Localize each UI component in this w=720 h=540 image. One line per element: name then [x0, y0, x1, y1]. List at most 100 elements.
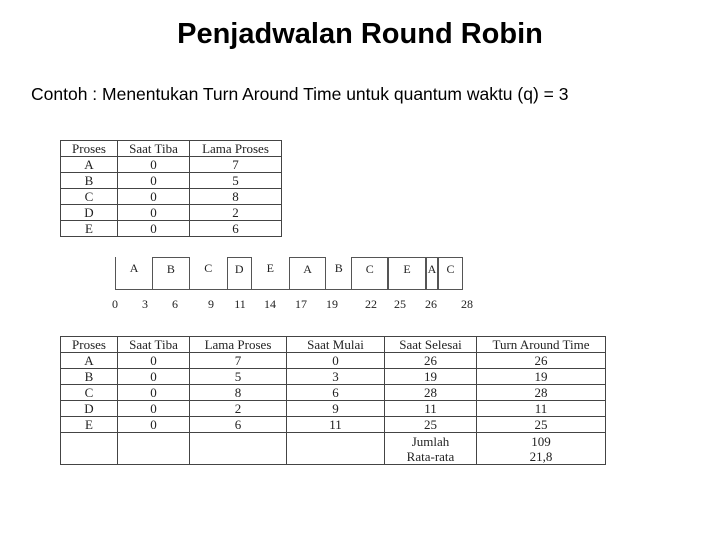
table-row: C 0 8 6 28 28 [60, 384, 606, 401]
table-cell: 0 [117, 384, 190, 401]
empty-cell [286, 432, 385, 465]
gantt-tick-label: 3 [142, 297, 148, 311]
empty-cell [60, 432, 118, 465]
gantt-tick-label: 11 [234, 297, 246, 311]
table-cell: 11 [384, 400, 477, 417]
table-cell: 0 [117, 400, 190, 417]
subtitle: Contoh : Menentukan Turn Around Time unt… [31, 84, 569, 104]
table-cell: 0 [117, 156, 190, 173]
table-cell: 2 [189, 400, 287, 417]
table-cell: 25 [476, 416, 606, 433]
header-cell: Lama Proses [189, 140, 282, 157]
header-cell: Saat Tiba [117, 140, 190, 157]
gantt-tick-label: 6 [172, 297, 178, 311]
table-cell: 6 [189, 416, 287, 433]
gantt-segment: E [388, 257, 426, 290]
table-cell: 0 [117, 352, 190, 369]
table-cell: 28 [476, 384, 606, 401]
table-cell: B [60, 368, 118, 385]
header-cell: Saat Mulai [286, 336, 385, 353]
gantt-tick-label: 0 [112, 297, 118, 311]
gantt-tick-label: 26 [425, 297, 437, 311]
process-table: Proses Saat Tiba Lama Proses A 0 7 B 0 5 C 0 8 D 0 2 E 0… [60, 140, 282, 237]
header-cell: Turn Around Time [476, 336, 606, 353]
table-header: Proses Saat Tiba Lama Proses [60, 140, 282, 157]
table-cell: 5 [189, 368, 287, 385]
gantt-segment: C [189, 257, 227, 290]
table-header: Proses Saat Tiba Lama Proses Saat Mulai Saat… [60, 336, 606, 353]
table-cell: 0 [117, 172, 190, 189]
summary-labels: Jumlah Rata-rata [384, 432, 477, 465]
turnaround-table: Proses Saat Tiba Lama Proses Saat Mulai Saat… [60, 336, 606, 465]
gantt-segment: B [326, 257, 352, 290]
table-row: D 0 2 9 11 11 [60, 400, 606, 417]
rata-value: 21,8 [529, 448, 553, 464]
table-cell: A [60, 156, 118, 173]
header-cell: Saat Tiba [117, 336, 190, 353]
table-cell: D [60, 204, 118, 221]
table-cell: 8 [189, 384, 287, 401]
gantt-segment: D [226, 257, 252, 290]
table-cell: 6 [189, 220, 282, 237]
gantt-tick-label: 17 [295, 297, 307, 311]
jumlah-label: Jumlah [411, 433, 450, 449]
jumlah-value: 109 [531, 433, 551, 449]
table-cell: 0 [117, 416, 190, 433]
table-cell: E [60, 416, 118, 433]
empty-cell [117, 432, 190, 465]
gantt-segment: C [438, 257, 463, 290]
gantt-tick-label: 25 [394, 297, 406, 311]
table-cell: 3 [286, 368, 385, 385]
table-cell: 6 [286, 384, 385, 401]
page-title: Penjadwalan Round Robin [177, 18, 543, 50]
gantt-segment: C [351, 257, 389, 290]
table-cell: 0 [117, 188, 190, 205]
rata-label: Rata-rata [406, 448, 455, 464]
table-row: B 0 5 3 19 19 [60, 368, 606, 385]
header-cell: Saat Selesai [384, 336, 477, 353]
table-row: A 0 7 0 26 26 [60, 352, 606, 369]
table-cell: C [60, 188, 118, 205]
header-cell: Proses [60, 336, 118, 353]
gantt-tick-label: 28 [461, 297, 473, 311]
empty-cell [189, 432, 287, 465]
table-cell: 0 [117, 220, 190, 237]
summary-values: 109 21,8 [476, 432, 606, 465]
table-cell: E [60, 220, 118, 237]
table-row: E 0 6 11 25 25 [60, 416, 606, 433]
table-cell: 26 [384, 352, 477, 369]
table-cell: 0 [286, 352, 385, 369]
table-cell: A [60, 352, 118, 369]
gantt-segment: A [289, 257, 327, 290]
table-cell: D [60, 400, 118, 417]
table-cell: 7 [189, 352, 287, 369]
table-cell: 9 [286, 400, 385, 417]
gantt-segment: A [115, 257, 153, 290]
table-cell: B [60, 172, 118, 189]
table-cell: 8 [189, 188, 282, 205]
table-cell: 0 [117, 368, 190, 385]
gantt-tick-label: 14 [264, 297, 276, 311]
table-cell: 7 [189, 156, 282, 173]
header-cell: Proses [60, 140, 118, 157]
gantt-tick-label: 9 [208, 297, 214, 311]
table-cell: 0 [117, 204, 190, 221]
summary-row: Jumlah Rata-rata 109 21,8 [60, 432, 606, 465]
table-cell: 26 [476, 352, 606, 369]
table-cell: 19 [384, 368, 477, 385]
table-cell: 11 [286, 416, 385, 433]
table-cell: C [60, 384, 118, 401]
gantt-segment: B [152, 257, 190, 290]
table-cell: 11 [476, 400, 606, 417]
table-cell: 25 [384, 416, 477, 433]
table-cell: 28 [384, 384, 477, 401]
table-cell: 2 [189, 204, 282, 221]
gantt-segment: A [425, 257, 439, 290]
gantt-segment: E [251, 257, 289, 290]
table-cell: 19 [476, 368, 606, 385]
